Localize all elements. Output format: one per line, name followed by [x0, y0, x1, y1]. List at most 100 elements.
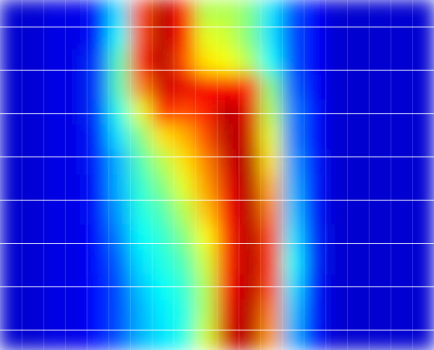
heatmap-cell — [194, 49, 218, 76]
heatmap-cell — [411, 0, 434, 26]
heatmap-cell — [21, 249, 44, 276]
heatmap-cell — [281, 24, 305, 51]
heatmap-cell — [86, 249, 109, 276]
heatmap-cell — [86, 199, 109, 226]
heatmap-cell — [108, 274, 131, 301]
heatmap-cell — [151, 324, 175, 350]
heatmap-cell — [281, 149, 305, 176]
heatmap-cell — [0, 99, 23, 126]
heatmap-cell — [108, 49, 131, 76]
heatmap-cell — [129, 124, 153, 151]
heatmap-cell — [173, 149, 196, 176]
heatmap-cell — [325, 124, 348, 151]
heatmap-cell — [64, 0, 88, 26]
heatmap-cell — [0, 174, 23, 201]
heatmap-cell — [194, 249, 218, 276]
heatmap-cell — [238, 274, 261, 301]
heatmap-cell — [129, 49, 153, 76]
heatmap-cell — [194, 224, 218, 251]
heatmap-cell — [216, 224, 240, 251]
heatmap-cell — [21, 224, 44, 251]
heatmap-cell — [259, 224, 283, 251]
heatmap-cell — [238, 99, 261, 126]
heatmap-cell — [108, 199, 131, 226]
heatmap-cell — [64, 299, 88, 326]
heatmap-cell — [0, 249, 23, 276]
heatmap-cell — [173, 49, 196, 76]
heatmap-cell — [173, 174, 196, 201]
heatmap-cell — [390, 199, 413, 226]
heatmap-cell — [173, 124, 196, 151]
heatmap-cell — [216, 149, 240, 176]
heatmap-cell — [42, 24, 66, 51]
heatmap-cell — [368, 99, 392, 126]
heatmap-cell — [173, 0, 196, 26]
heatmap-cell — [346, 24, 370, 51]
heatmap-cell — [0, 274, 23, 301]
heatmap-cell — [346, 174, 370, 201]
heatmap-cell — [259, 299, 283, 326]
heatmap-cell — [86, 174, 109, 201]
heatmap-cell — [325, 174, 348, 201]
heatmap-cell — [194, 324, 218, 350]
heatmap-cell — [194, 124, 218, 151]
heatmap-cell — [325, 149, 348, 176]
heatmap-cell — [368, 299, 392, 326]
heatmap-cell — [346, 99, 370, 126]
heatmap-cell — [21, 149, 44, 176]
heatmap-cell — [216, 199, 240, 226]
heatmap-cell — [259, 124, 283, 151]
heatmap-cell — [390, 149, 413, 176]
heatmap-cell — [151, 99, 175, 126]
heatmap-cell — [346, 249, 370, 276]
heatmap-cell — [151, 149, 175, 176]
heatmap-cell — [173, 249, 196, 276]
heatmap-cell — [390, 74, 413, 101]
heatmap-cell — [238, 149, 261, 176]
heatmap-cell — [64, 49, 88, 76]
heatmap-cell — [42, 0, 66, 26]
heatmap-cell — [194, 274, 218, 301]
heatmap-cell — [108, 0, 131, 26]
heatmap-cell — [216, 249, 240, 276]
heatmap-cell — [259, 274, 283, 301]
heatmap-cell — [216, 124, 240, 151]
heatmap-cell — [194, 174, 218, 201]
heatmap-cell — [151, 0, 175, 26]
heatmap-cell — [346, 74, 370, 101]
heatmap-cell — [281, 174, 305, 201]
heatmap-cell — [64, 124, 88, 151]
heatmap-cell — [259, 24, 283, 51]
heatmap-cell — [0, 0, 23, 26]
heatmap-cell — [303, 274, 326, 301]
heatmap-cell — [0, 124, 23, 151]
heatmap-cell — [281, 124, 305, 151]
heatmap-cell — [238, 49, 261, 76]
heatmap-cell — [368, 249, 392, 276]
heatmap-cell — [129, 249, 153, 276]
heatmap-cell — [325, 224, 348, 251]
heatmap-cell — [86, 274, 109, 301]
heatmap-cell — [216, 24, 240, 51]
heatmap-cell — [108, 74, 131, 101]
heatmap-cell — [303, 99, 326, 126]
heatmap-cell — [346, 224, 370, 251]
heatmap-cell — [86, 224, 109, 251]
heatmap-cell — [42, 174, 66, 201]
heatmap-cell — [411, 224, 434, 251]
heatmap-cell — [0, 324, 23, 350]
heatmap-cell — [194, 74, 218, 101]
heatmap-cell — [411, 149, 434, 176]
heatmap-cell — [129, 274, 153, 301]
heatmap-cell — [411, 324, 434, 350]
heatmap-cell — [21, 324, 44, 350]
heatmap-cell — [303, 149, 326, 176]
heatmap-cell — [281, 199, 305, 226]
heatmap-cell — [238, 299, 261, 326]
heatmap-cell — [173, 99, 196, 126]
heatmap-cell — [368, 24, 392, 51]
heatmap-cell — [411, 199, 434, 226]
heatmap-cell — [129, 324, 153, 350]
heatmap-cell — [129, 149, 153, 176]
